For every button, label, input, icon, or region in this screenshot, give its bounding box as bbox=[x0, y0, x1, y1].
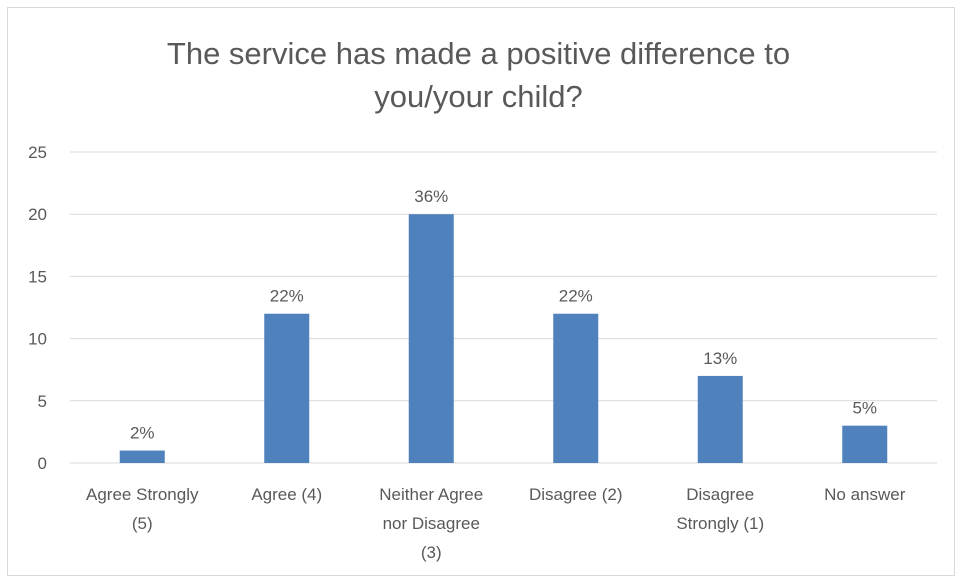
data-label: 36% bbox=[414, 187, 448, 206]
bars bbox=[119, 214, 888, 463]
x-category-label: Agree Strongly bbox=[86, 485, 199, 504]
chart-frame bbox=[7, 7, 955, 576]
y-tick-label: 25 bbox=[28, 143, 47, 162]
bar bbox=[697, 375, 743, 463]
y-tick-label: 10 bbox=[28, 330, 47, 349]
bar bbox=[264, 313, 310, 463]
x-category-label: Neither Agree bbox=[379, 485, 483, 504]
x-category-label: Disagree (2) bbox=[529, 485, 623, 504]
y-tick-label: 0 bbox=[38, 454, 47, 473]
data-label: 2% bbox=[130, 424, 155, 443]
x-category-label: Strongly (1) bbox=[676, 514, 764, 533]
bar bbox=[842, 425, 888, 463]
labels: 0 5 10 15 20 25 2% Agree Strongly (5) 22% Agree (4… bbox=[28, 143, 906, 562]
x-category-label: Disagree bbox=[686, 485, 754, 504]
chart-title-line-2: you/your child? bbox=[374, 79, 583, 114]
x-category-label: Agree (4) bbox=[251, 485, 322, 504]
gridlines bbox=[70, 151, 937, 464]
data-label: 5% bbox=[852, 399, 877, 418]
chart-title: The service has made a positive differen… bbox=[0, 32, 957, 118]
data-label: 22% bbox=[559, 287, 593, 306]
bar bbox=[408, 214, 454, 463]
x-category-label: No answer bbox=[824, 485, 906, 504]
y-tick-label: 20 bbox=[28, 205, 47, 224]
y-tick-label: 5 bbox=[38, 392, 47, 411]
data-label: 13% bbox=[703, 349, 737, 368]
x-category-label: (5) bbox=[132, 514, 153, 533]
chart-title-line-1: The service has made a positive differen… bbox=[166, 36, 791, 71]
x-category-label: nor Disagree bbox=[383, 514, 480, 533]
bar bbox=[553, 313, 599, 463]
data-label: 22% bbox=[270, 287, 304, 306]
x-category-label: (3) bbox=[421, 543, 442, 562]
y-tick-label: 15 bbox=[28, 267, 47, 286]
bar bbox=[119, 450, 165, 463]
